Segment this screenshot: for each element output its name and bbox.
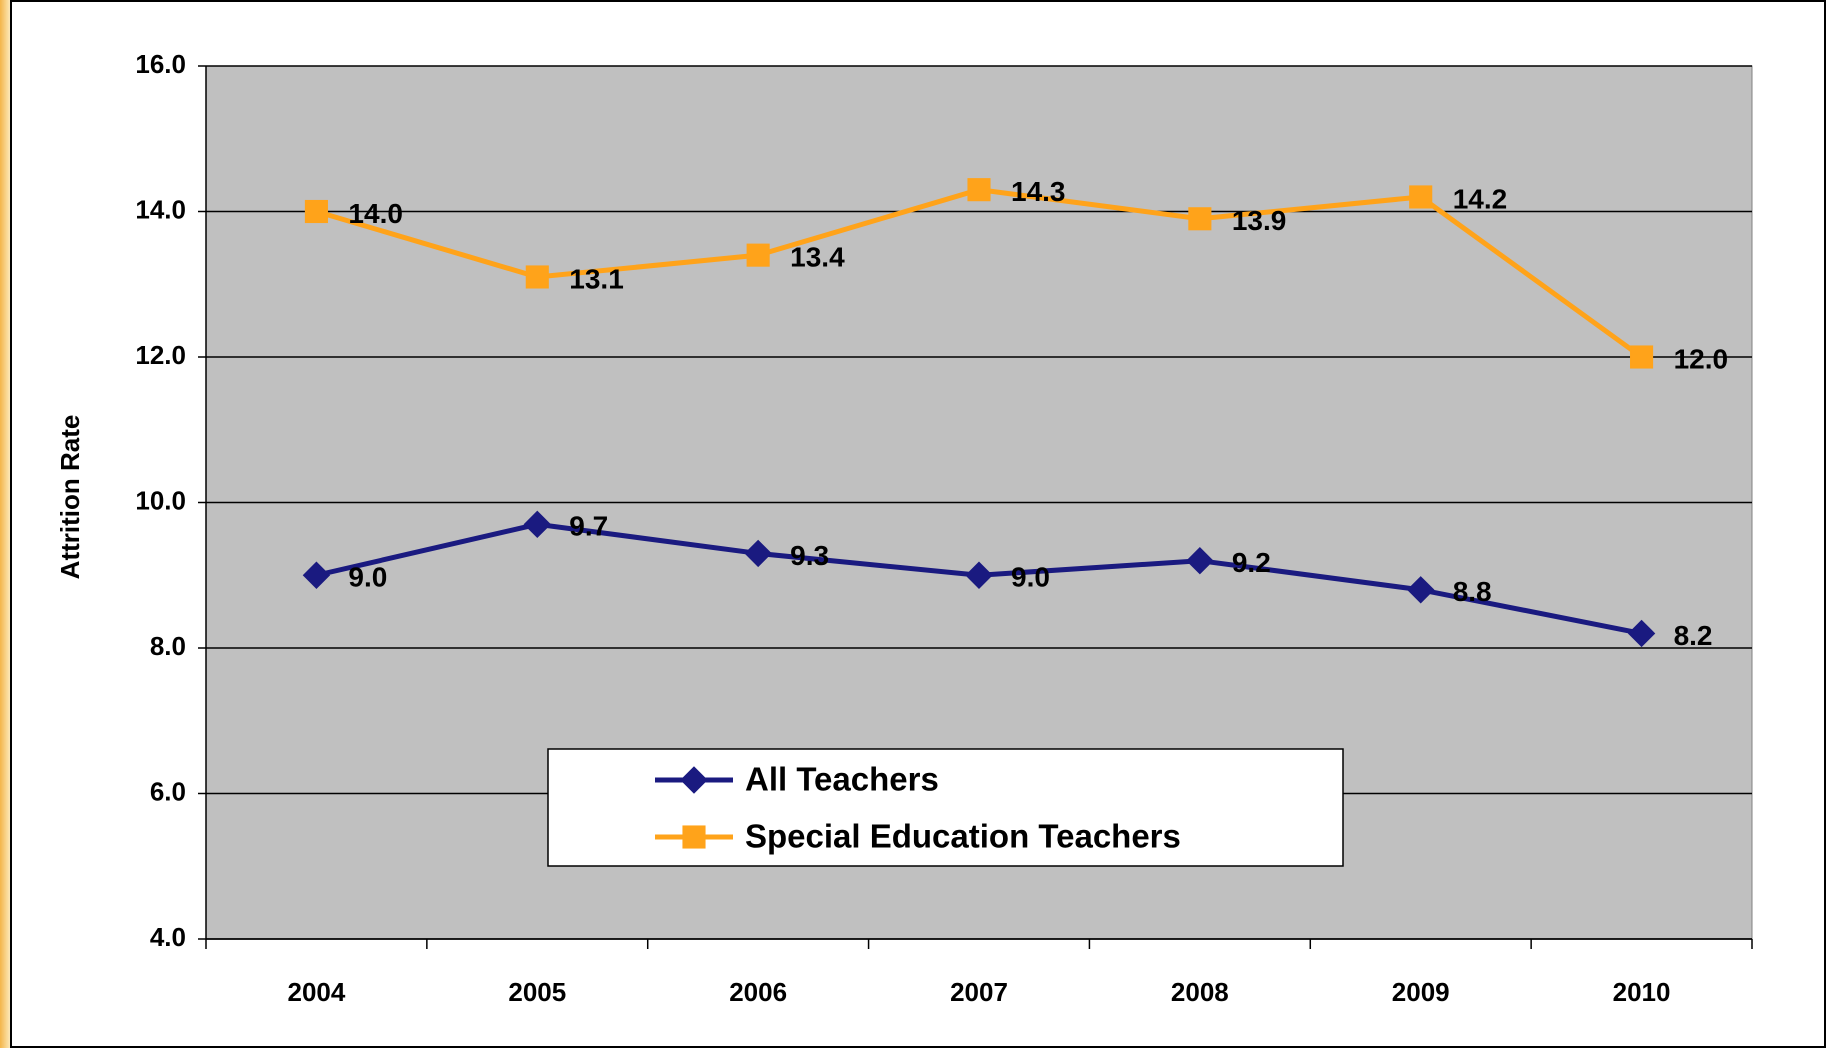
y-tick-label: 4.0	[150, 922, 186, 952]
x-tick-label: 2008	[1171, 977, 1229, 1007]
marker	[967, 178, 991, 202]
marker	[1407, 576, 1435, 604]
y-tick-label: 16.0	[135, 49, 186, 79]
x-tick-label: 2007	[950, 977, 1008, 1007]
legend-label: Special Education Teachers	[745, 818, 1181, 855]
legend-label: All Teachers	[745, 761, 939, 798]
data-label: 9.0	[348, 562, 387, 593]
data-label: 8.2	[1674, 620, 1713, 651]
y-tick-label: 6.0	[150, 776, 186, 806]
y-tick-label: 8.0	[150, 631, 186, 661]
y-tick-label: 12.0	[135, 340, 186, 370]
data-label: 14.2	[1453, 183, 1508, 214]
data-label: 13.1	[569, 263, 624, 294]
marker	[680, 766, 708, 794]
marker	[1186, 546, 1214, 575]
marker	[523, 510, 551, 539]
marker	[1188, 207, 1212, 231]
marker	[1630, 345, 1654, 369]
x-tick-label: 2006	[729, 977, 787, 1007]
legend: All Teachers Special Education Teachers	[547, 748, 1344, 867]
y-axis-title: Attrition Rate	[55, 415, 85, 580]
data-label: 13.9	[1232, 205, 1287, 236]
marker	[302, 561, 331, 589]
data-label: 9.0	[1011, 562, 1050, 593]
y-tick-label: 10.0	[135, 485, 186, 515]
x-tick-label: 2009	[1392, 977, 1450, 1007]
data-label: 13.4	[790, 242, 845, 273]
x-tick-label: 2004	[288, 977, 346, 1007]
frame-strip	[0, 0, 10, 1048]
x-tick-label: 2010	[1613, 977, 1671, 1007]
data-label: 14.3	[1011, 176, 1066, 207]
data-label: 12.0	[1674, 343, 1729, 374]
data-label: 14.0	[348, 198, 403, 229]
x-tick-label: 2005	[508, 977, 566, 1007]
legend-box	[547, 748, 1344, 867]
marker	[965, 561, 993, 589]
marker	[744, 539, 772, 568]
marker	[1409, 185, 1433, 209]
marker	[682, 825, 706, 849]
data-label: 9.3	[790, 540, 829, 571]
marker	[304, 199, 328, 224]
marker	[525, 265, 549, 289]
data-label: 9.7	[569, 511, 608, 542]
marker	[1627, 619, 1656, 648]
data-label: 9.2	[1232, 547, 1271, 578]
data-label: 8.8	[1453, 576, 1492, 607]
y-tick-label: 14.0	[135, 194, 186, 224]
marker	[746, 243, 770, 267]
